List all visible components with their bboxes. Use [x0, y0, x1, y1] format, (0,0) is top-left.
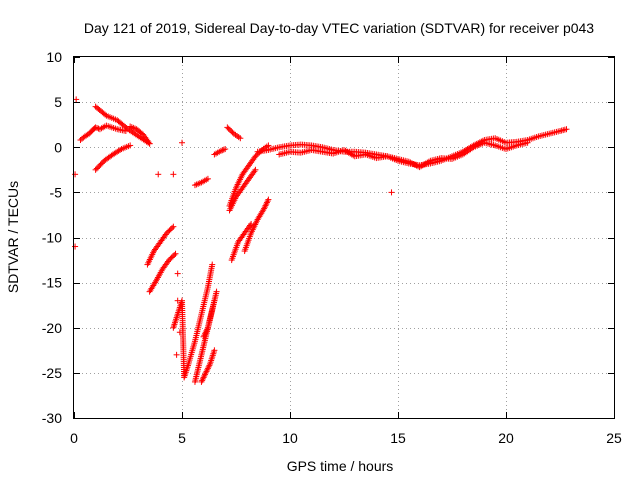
data-point-arc-7h-a	[252, 153, 259, 160]
data-point-arc-7h-top	[224, 124, 231, 131]
data-point-arc-lower-rising	[117, 146, 124, 153]
data-point-arc-7h-a	[253, 152, 260, 159]
data-point-arc-deep-b	[172, 250, 179, 257]
y-axis-label: SDTVAR / TECUs	[5, 181, 21, 293]
data-point-arc-deep-e	[211, 347, 218, 354]
data-point-arc-7h-small	[220, 146, 227, 153]
data-point-isolated	[388, 189, 395, 196]
data-point-arc-deep-a	[169, 224, 176, 231]
data-point-arc-early-cluster	[92, 124, 99, 131]
y-tick-label: 5	[54, 94, 62, 110]
data-point-arc-7h-small	[217, 147, 224, 154]
data-point-arc-early-cluster	[122, 128, 129, 135]
x-tick-label: 10	[282, 430, 298, 446]
y-tick-label: 10	[46, 49, 62, 65]
x-axis-label: GPS time / hours	[287, 458, 394, 474]
data-point-isolated	[174, 270, 181, 277]
data-point-arc-7h-small	[222, 146, 229, 153]
data-point-isolated	[176, 329, 183, 336]
x-tick-label: 15	[390, 430, 406, 446]
x-tick-label: 20	[498, 430, 514, 446]
data-point-arc-deep-b	[169, 253, 176, 260]
x-tick-labels: 0 5 10 15 20 25	[70, 430, 622, 446]
data-point-arc-deep-b	[168, 254, 175, 261]
x-tick-label: 0	[70, 430, 78, 446]
y-tick-label: -30	[42, 410, 62, 426]
plot-frame	[73, 56, 615, 419]
data-point-arc-deep-a	[165, 228, 172, 235]
data-marks	[72, 96, 570, 385]
data-point-arc-deep-a	[163, 229, 170, 236]
y-tick-label: -10	[42, 230, 62, 246]
data-point-arc-hump	[146, 140, 153, 147]
data-point-arc-7h-top	[226, 126, 233, 133]
data-point-isolated	[170, 171, 177, 178]
data-point-isolated	[155, 171, 162, 178]
y-tick-label: 0	[54, 139, 62, 155]
x-tick-label: 5	[178, 430, 186, 446]
data-point-arc-deep-b	[171, 252, 178, 259]
data-point-isolated	[174, 297, 181, 304]
data-point-arc-deep-f	[213, 288, 220, 295]
data-point-arc-mid-short	[204, 175, 211, 182]
data-point-arc-lower-rising	[127, 142, 134, 149]
data-point-arc-deep-b	[167, 255, 174, 262]
data-point-arc-deep-c	[209, 261, 216, 268]
y-tick-label: -25	[42, 365, 62, 381]
data-point-arc-7h-top	[225, 125, 232, 132]
data-point-arc-7h-b	[252, 166, 259, 173]
data-point-arc-7h-small	[219, 147, 226, 154]
data-point-isolated	[73, 96, 80, 103]
axis-ticks	[74, 57, 615, 419]
x-tick-label: 25	[606, 430, 622, 446]
data-point-arc-7h-top	[228, 128, 235, 135]
y-tick-label: -15	[42, 275, 62, 291]
data-point-arc-deep-b	[166, 257, 173, 264]
data-point-arc-7h-top	[237, 135, 244, 142]
data-point-arc-7h-c	[248, 220, 255, 227]
data-point-arc-deep-a	[167, 226, 174, 233]
data-point-isolated	[72, 243, 79, 250]
data-point-isolated	[72, 171, 79, 178]
data-point-arc-top-descending	[102, 111, 109, 118]
data-point-band-main	[563, 126, 570, 133]
y-tick-label: -20	[42, 320, 62, 336]
data-point-isolated	[179, 139, 185, 146]
grid	[74, 57, 614, 418]
y-tick-labels: 10 5 0 -5 -10 -15 -20 -25 -30	[42, 49, 62, 426]
data-point-arc-deep-a	[166, 227, 173, 234]
data-point-band-secondary	[524, 139, 531, 146]
data-point-arc-7h-d	[265, 196, 272, 203]
chart-title: Day 121 of 2019, Sidereal Day-to-day VTE…	[84, 20, 594, 36]
data-point-isolated	[173, 351, 180, 358]
y-tick-label: -5	[50, 184, 63, 200]
data-point-arc-deep-a	[170, 223, 177, 230]
